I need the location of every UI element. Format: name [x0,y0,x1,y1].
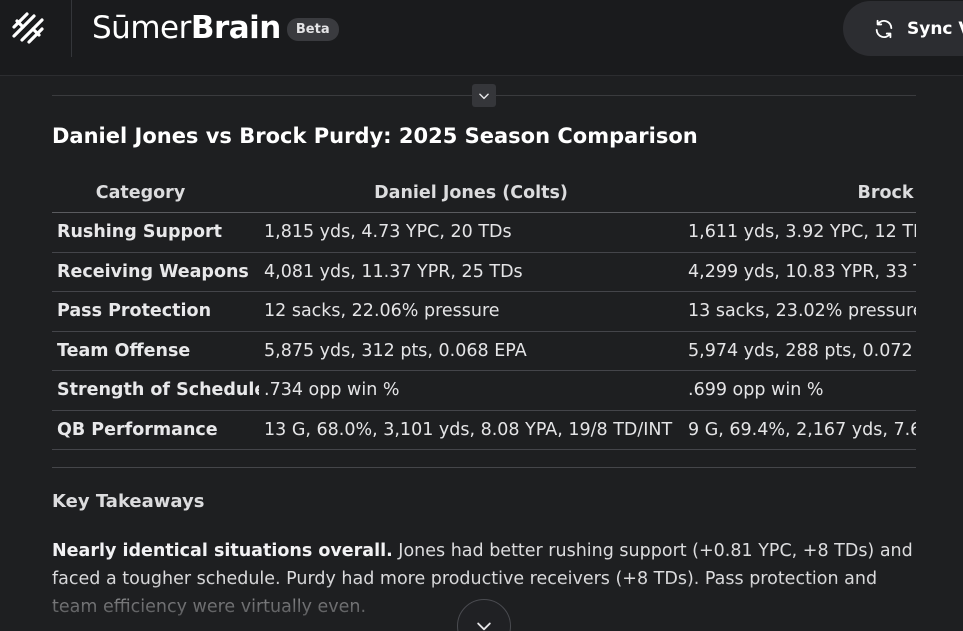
table-row: Team Offense 5,875 yds, 312 pts, 0.068 E… [52,331,916,371]
key-takeaways-heading: Key Takeaways [52,491,205,512]
sync-button[interactable]: Sync V [843,1,963,56]
purdy-value-cell: 5,974 yds, 288 pts, 0.072 EPA [683,331,916,371]
purdy-value-cell: .699 opp win % [683,370,916,411]
sumer-logo-icon[interactable] [10,10,46,46]
brand-name-bold: Brain [190,10,282,46]
brand-wordmark[interactable]: Sūmer Brain Beta [92,10,339,46]
jones-value-cell: 4,081 yds, 11.37 YPR, 25 TDs [259,252,683,292]
section-divider [52,467,916,468]
sync-icon [875,19,893,38]
column-header-daniel-jones: Daniel Jones (Colts) [259,174,683,213]
takeaway-lead: Nearly identical situations overall. [52,541,393,561]
beta-badge: Beta [286,17,339,41]
jones-value-cell: 5,875 yds, 312 pts, 0.068 EPA [259,331,683,371]
purdy-value-cell: 9 G, 69.4%, 2,167 yds, 7.6 [683,410,916,450]
table-row: Receiving Weapons 4,081 yds, 11.37 YPR, … [52,252,916,292]
table-row: Rushing Support 1,815 yds, 4.73 YPC, 20 … [52,212,916,253]
table-header-row: Category Daniel Jones (Colts) Brock Purd… [52,174,916,213]
comparison-table: Category Daniel Jones (Colts) Brock Purd… [52,174,916,450]
collapse-toggle-button[interactable] [472,84,496,107]
table-row: Strength of Schedule .734 opp win % .699… [52,370,916,411]
table-row: Pass Protection 12 sacks, 22.06% pressur… [52,291,916,332]
chevron-down-icon [479,93,489,99]
category-cell: QB Performance [52,410,259,450]
app-header: Sūmer Brain Beta Sync V [0,0,963,76]
column-header-category: Category [52,174,259,213]
purdy-value-cell: 1,611 yds, 3.92 YPC, 12 TDs [683,212,916,253]
purdy-value-cell: 13 sacks, 23.02% pressure [683,291,916,332]
purdy-value-cell: 4,299 yds, 10.83 YPR, 33 TDs [683,252,916,292]
column-header-brock-purdy: Brock Purdy [683,174,916,213]
category-cell: Strength of Schedule [52,370,259,411]
header-divider [71,0,72,57]
table-row: QB Performance 13 G, 68.0%, 3,101 yds, 8… [52,410,916,450]
brand-name-light: Sūmer [92,10,191,46]
chevron-down-icon [477,622,491,631]
category-cell: Receiving Weapons [52,252,259,292]
comparison-title: Daniel Jones vs Brock Purdy: 2025 Season… [52,124,698,148]
jones-value-cell: .734 opp win % [259,370,683,411]
category-cell: Team Offense [52,331,259,371]
jones-value-cell: 12 sacks, 22.06% pressure [259,291,683,332]
category-cell: Pass Protection [52,291,259,332]
category-cell: Rushing Support [52,212,259,253]
jones-value-cell: 1,815 yds, 4.73 YPC, 20 TDs [259,212,683,253]
sync-button-label: Sync V [907,18,963,39]
comparison-table-container[interactable]: Category Daniel Jones (Colts) Brock Purd… [52,174,916,452]
jones-value-cell: 13 G, 68.0%, 3,101 yds, 8.08 YPA, 19/8 T… [259,410,683,450]
